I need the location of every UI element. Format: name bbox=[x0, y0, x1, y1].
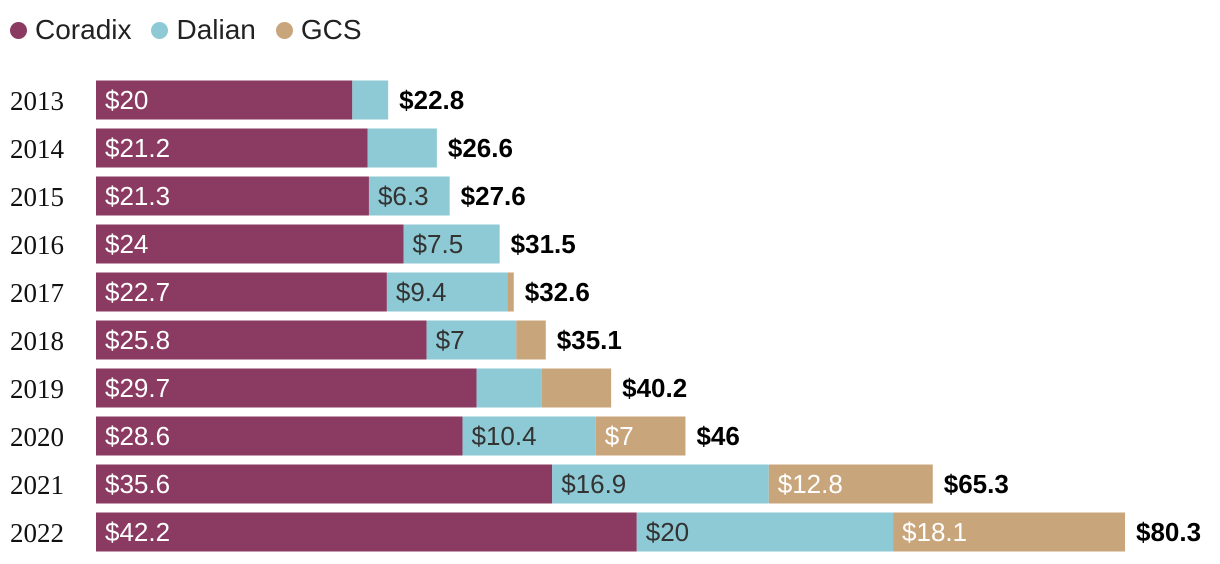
label-dalian-2018: $7 bbox=[436, 325, 465, 355]
total-label-2020: $46 bbox=[696, 421, 739, 451]
label-dalian-2020: $10.4 bbox=[471, 421, 536, 451]
bar-row-2019: 2019 $29.7 $40.2 bbox=[10, 368, 687, 408]
total-label-2022: $80.3 bbox=[1136, 517, 1201, 547]
total-label-2015: $27.6 bbox=[461, 181, 526, 211]
bar-dalian-2014 bbox=[367, 128, 437, 168]
legend-item-coradix: Coradix bbox=[10, 14, 131, 46]
label-coradix-2013: $20 bbox=[105, 85, 148, 115]
year-label-2021: 2021 bbox=[10, 470, 64, 500]
bar-gcs-2021 bbox=[768, 464, 933, 504]
year-label-2013: 2013 bbox=[10, 86, 64, 116]
bar-dalian-2013 bbox=[352, 80, 389, 120]
label-gcs-2020: $7 bbox=[605, 421, 634, 451]
year-label-2015: 2015 bbox=[10, 182, 64, 212]
bar-gcs-2018 bbox=[516, 320, 546, 360]
legend-label-gcs: GCS bbox=[300, 14, 362, 45]
total-label-2013: $22.8 bbox=[399, 85, 464, 115]
bar-gcs-2017 bbox=[507, 272, 514, 312]
label-coradix-2018: $25.8 bbox=[105, 325, 170, 355]
bar-row-2014: 2014 $21.2 $26.6 bbox=[10, 128, 513, 168]
bar-row-2017: 2017 $22.7 $9.4 $32.6 bbox=[10, 272, 590, 312]
bar-coradix-2020 bbox=[96, 416, 463, 456]
legend-item-dalian: Dalian bbox=[151, 14, 256, 46]
total-label-2021: $65.3 bbox=[944, 469, 1009, 499]
bar-row-2015: 2015 $21.3 $6.3 $27.6 bbox=[10, 176, 526, 216]
label-dalian-2015: $6.3 bbox=[378, 181, 429, 211]
year-label-2019: 2019 bbox=[10, 374, 64, 404]
label-gcs-2022: $18.1 bbox=[902, 517, 967, 547]
legend-label-coradix: Coradix bbox=[35, 14, 132, 45]
bar-dalian-2018 bbox=[426, 320, 517, 360]
label-dalian-2016: $7.5 bbox=[413, 229, 464, 259]
label-coradix-2020: $28.6 bbox=[105, 421, 170, 451]
total-label-2019: $40.2 bbox=[622, 373, 687, 403]
label-dalian-2017: $9.4 bbox=[396, 277, 447, 307]
bar-gcs-2019 bbox=[541, 368, 612, 408]
bar-dalian-2016 bbox=[403, 224, 500, 264]
bar-coradix-2016 bbox=[96, 224, 404, 264]
bar-dalian-2020 bbox=[462, 416, 596, 456]
total-label-2016: $31.5 bbox=[511, 229, 576, 259]
year-label-2020: 2020 bbox=[10, 422, 64, 452]
legend-dot-dalian bbox=[151, 21, 169, 39]
bar-row-2020: 2020 $28.6 $10.4 $7 $46 bbox=[10, 416, 740, 456]
bar-row-2013: 2013 $20 $22.8 bbox=[10, 80, 464, 120]
bar-coradix-2018 bbox=[96, 320, 427, 360]
label-coradix-2016: $24 bbox=[105, 229, 148, 259]
total-label-2017: $32.6 bbox=[525, 277, 590, 307]
year-label-2014: 2014 bbox=[10, 134, 65, 164]
legend-item-gcs: GCS bbox=[275, 14, 362, 46]
bar-row-2021: 2021 $35.6 $16.9 $12.8 $65.3 bbox=[10, 464, 1009, 504]
label-coradix-2019: $29.7 bbox=[105, 373, 170, 403]
bar-gcs-2020 bbox=[595, 416, 686, 456]
total-label-2018: $35.1 bbox=[557, 325, 622, 355]
bar-dalian-2017 bbox=[386, 272, 508, 312]
year-label-2022: 2022 bbox=[10, 518, 64, 548]
bar-row-2016: 2016 $24 $7.5 $31.5 bbox=[10, 224, 576, 264]
bar-coradix-2014 bbox=[96, 128, 368, 168]
bar-dalian-2015 bbox=[368, 176, 450, 216]
bar-dalian-2022 bbox=[636, 512, 894, 552]
label-coradix-2014: $21.2 bbox=[105, 133, 170, 163]
bar-coradix-2017 bbox=[96, 272, 387, 312]
bar-gcs-2022 bbox=[893, 512, 1125, 552]
bar-dalian-2021 bbox=[552, 464, 769, 504]
label-dalian-2022: $20 bbox=[646, 517, 689, 547]
bar-coradix-2022 bbox=[96, 512, 637, 552]
label-gcs-2021: $12.8 bbox=[778, 469, 843, 499]
year-label-2017: 2017 bbox=[10, 278, 64, 308]
bar-dalian-2019 bbox=[476, 368, 542, 408]
legend-dot-coradix bbox=[10, 21, 27, 39]
year-label-2018: 2018 bbox=[10, 326, 64, 356]
legend-dot-gcs bbox=[275, 21, 293, 39]
label-coradix-2021: $35.6 bbox=[105, 469, 170, 499]
bar-row-2022: 2022 $42.2 $20 $18.1 $80.3 bbox=[10, 512, 1201, 552]
label-dalian-2021: $16.9 bbox=[561, 469, 626, 499]
bar-row-2018: 2018 $25.8 $7 $35.1 bbox=[10, 320, 622, 360]
legend-label-dalian: Dalian bbox=[176, 14, 256, 45]
label-coradix-2017: $22.7 bbox=[105, 277, 170, 307]
bar-coradix-2021 bbox=[96, 464, 553, 504]
label-coradix-2022: $42.2 bbox=[105, 517, 170, 547]
total-label-2014: $26.6 bbox=[448, 133, 513, 163]
bar-coradix-2019 bbox=[96, 368, 477, 408]
legend: Coradix Dalian GCS bbox=[10, 14, 382, 46]
label-coradix-2015: $21.3 bbox=[105, 181, 170, 211]
bar-coradix-2015 bbox=[96, 176, 369, 216]
year-label-2016: 2016 bbox=[10, 230, 64, 260]
bar-coradix-2013 bbox=[96, 80, 353, 120]
